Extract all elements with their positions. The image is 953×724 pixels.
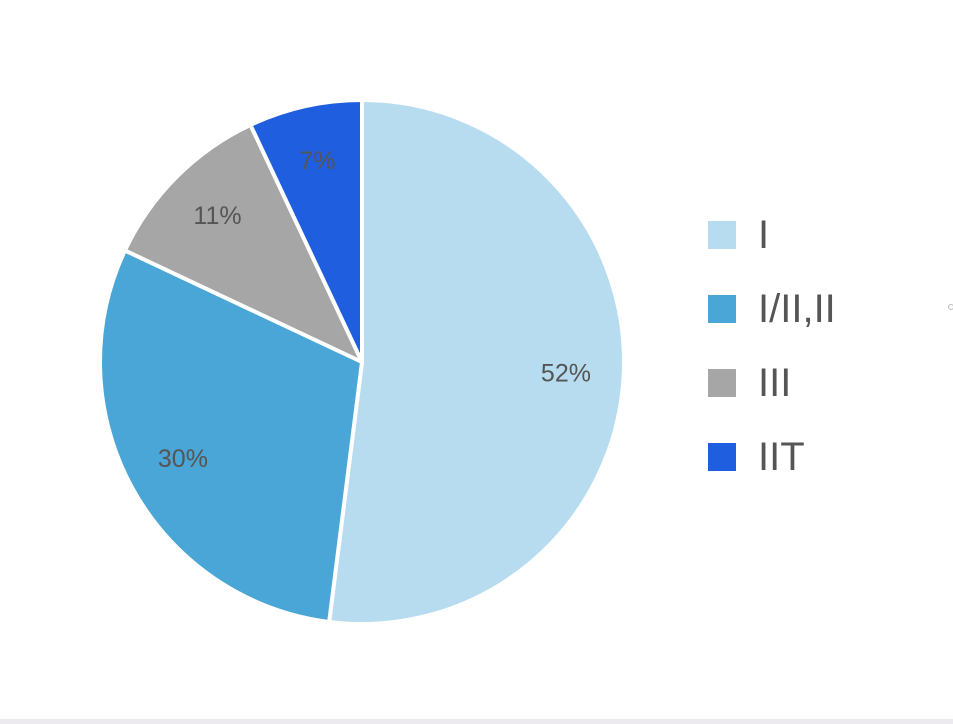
legend-item-iit: IIT — [708, 420, 938, 494]
pie-slice-labels: 52% 30% 11% 7% — [158, 147, 591, 473]
legend-swatch-iit — [708, 443, 736, 471]
slice-label-iit: 7% — [299, 147, 335, 175]
slice-label-i-ii-ii: 30% — [158, 445, 208, 473]
legend-swatch-i — [708, 221, 736, 249]
pie-slices — [98, 98, 626, 626]
legend-item-i-ii-ii: I/II,II — [708, 272, 938, 346]
pie-slice-i-ii-ii — [98, 248, 364, 624]
pie-slice-i — [327, 98, 626, 626]
chart-legend: I I/II,II III IIT — [708, 198, 938, 494]
legend-item-iii: III — [708, 346, 938, 420]
pie-slice-iit — [248, 98, 364, 364]
slice-label-i: 52% — [541, 359, 591, 387]
slice-label-iii: 11% — [193, 202, 241, 230]
bottom-divider — [0, 719, 953, 724]
pie-slice-iii — [122, 122, 364, 364]
legend-label-iit: IIT — [758, 435, 805, 479]
legend-label-i: I — [758, 213, 770, 257]
edge-marker — [948, 304, 953, 310]
legend-swatch-iii — [708, 369, 736, 397]
legend-label-i-ii-ii: I/II,II — [758, 287, 836, 331]
legend-swatch-i-ii-ii — [708, 295, 736, 323]
legend-item-i: I — [708, 198, 938, 272]
legend-label-iii: III — [758, 361, 792, 405]
